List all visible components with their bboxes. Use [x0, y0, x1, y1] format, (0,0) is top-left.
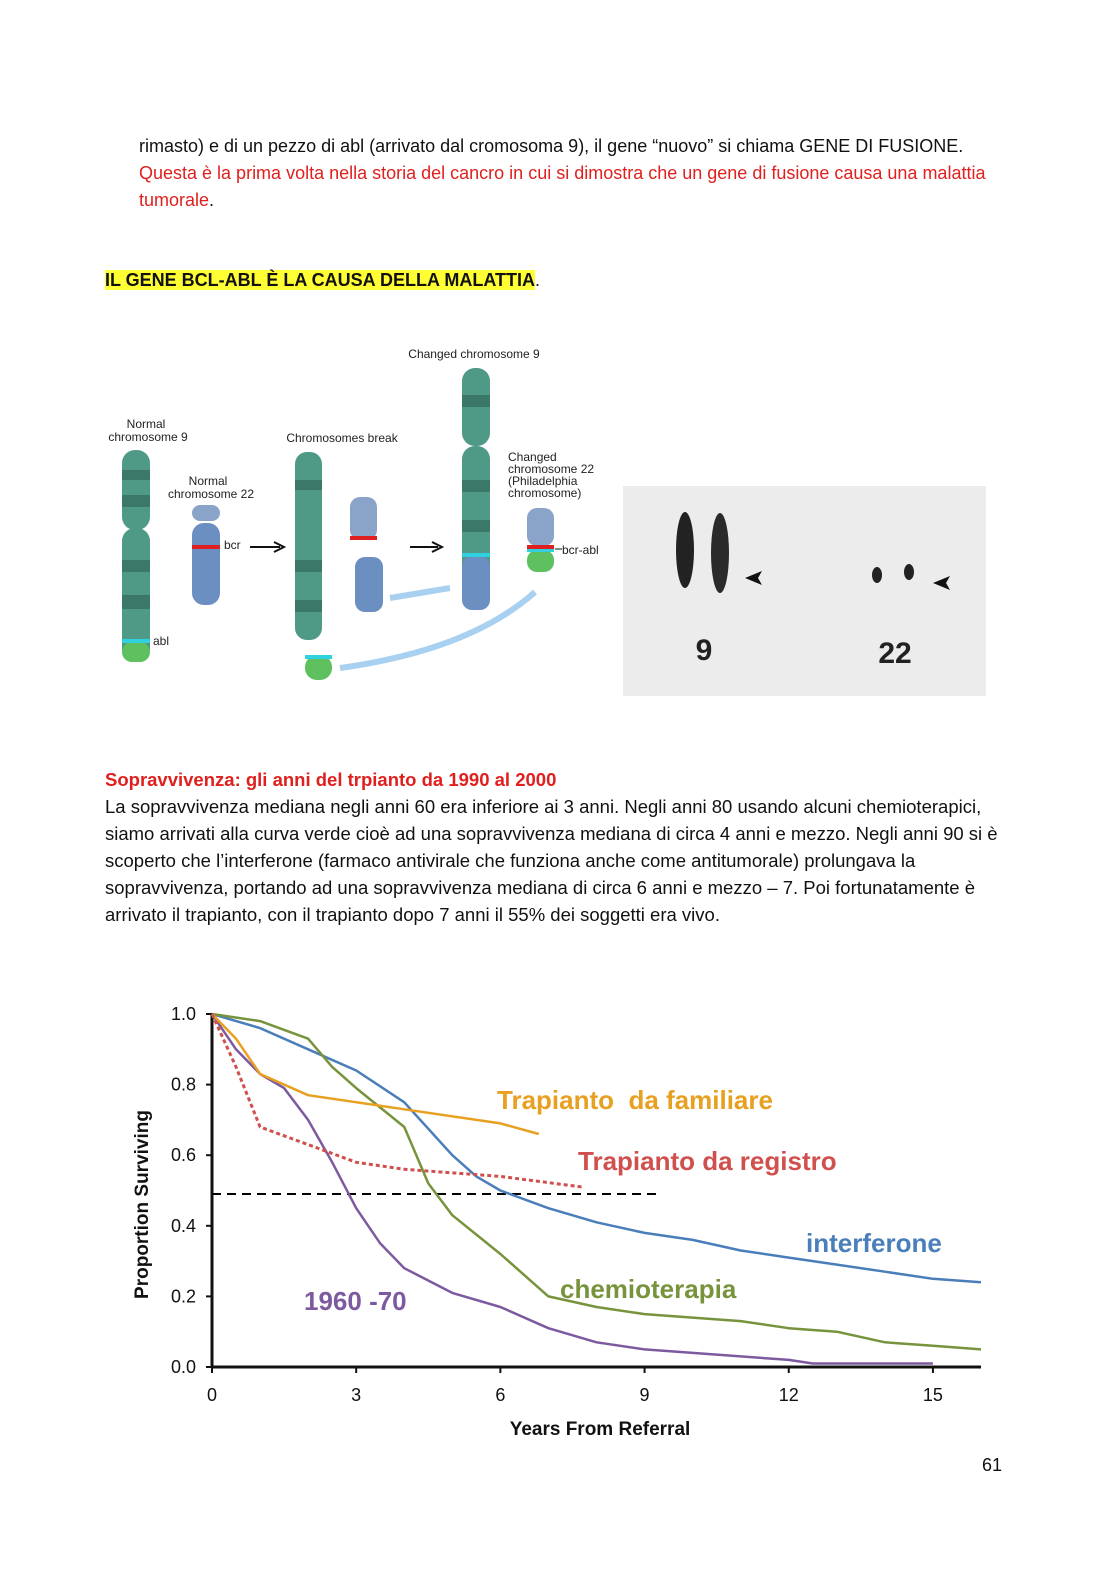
x-tick-label: 0 [207, 1385, 217, 1405]
arrow [250, 541, 287, 553]
x-tick-label: 9 [640, 1385, 650, 1405]
section: Sopravvivenza: gli anni del trpianto da … [105, 766, 1010, 928]
heading: IL GENE BCL-ABL È LA CAUSA DELLA MALATTI… [105, 267, 540, 294]
band [462, 520, 490, 532]
chromosome [122, 450, 150, 530]
band [305, 655, 332, 659]
figure: Normal chromosome 9 Normal chromosome 22… [108, 347, 986, 696]
intro-end: . [209, 190, 215, 210]
figure-label: chromosome 9 [108, 430, 188, 444]
chromosome [305, 655, 332, 680]
band [295, 560, 322, 572]
y-tick-label: 1.0 [171, 1004, 196, 1024]
band [462, 395, 490, 407]
chromosome [355, 557, 383, 612]
chromatid [711, 513, 729, 593]
arrow [410, 541, 445, 553]
band [122, 495, 150, 507]
series-label: Trapianto da familiare [497, 1085, 773, 1115]
band [122, 642, 150, 662]
series-label: chemioterapia [560, 1274, 737, 1304]
band [122, 595, 150, 609]
series-line [210, 1013, 583, 1189]
figure-label: bcr [224, 538, 241, 552]
page-number: 61 [982, 1455, 1003, 1475]
figure-label: Normal [189, 474, 228, 488]
chromosome [192, 523, 220, 605]
band [122, 470, 150, 480]
figure-label: 9 [696, 634, 713, 667]
band [295, 480, 322, 490]
x-tick-label: 15 [923, 1385, 943, 1405]
figure-label: 22 [878, 637, 911, 670]
chart: 0.0 0.2 0.4 0.6 0.8 1.0 0 3 6 9 12 15 Years From Ref… [132, 1004, 982, 1440]
band [462, 553, 490, 557]
figure-label: abl [153, 634, 169, 648]
band [527, 545, 554, 549]
y-tick-label: 0.8 [171, 1075, 196, 1095]
intro-highlight: Questa è la prima volta nella storia del… [139, 163, 986, 210]
figure-label: Changed [508, 450, 557, 464]
chromatid [904, 564, 914, 580]
section-text: La sopravvivenza mediana negli anni 60 e… [105, 796, 998, 925]
intro-text: rimasto) e di un pezzo di abl (arrivato … [139, 136, 964, 156]
series-line [211, 1013, 540, 1136]
series-line [211, 1012, 982, 1351]
figure-label: Changed chromosome 9 [408, 347, 540, 361]
series-label: Trapianto da registro [578, 1146, 837, 1176]
micrograph [623, 486, 986, 696]
figure-label: chromosome 22 [168, 487, 254, 501]
band [122, 639, 150, 643]
arrowhead [745, 571, 762, 585]
figure-label: Normal [127, 417, 166, 431]
y-axis-label: Proportion Surviving [132, 1110, 153, 1299]
figure-label: bcr-abl [562, 543, 599, 557]
arrow [339, 589, 537, 671]
series-label: interferone [806, 1228, 942, 1258]
series-line [211, 1012, 982, 1284]
arrow [389, 585, 451, 601]
band [122, 560, 150, 572]
y-tick-label: 0.0 [171, 1357, 196, 1377]
band [295, 600, 322, 612]
figure-label: chromosome) [508, 486, 581, 500]
chromosome [295, 452, 322, 640]
chromosome [350, 497, 377, 540]
y-tick-label: 0.6 [171, 1145, 196, 1165]
x-tick-label: 6 [495, 1385, 505, 1405]
series-line [210, 1013, 933, 1365]
band [192, 545, 220, 549]
chromosome [527, 550, 554, 572]
x-tick-label: 12 [779, 1385, 799, 1405]
chromosome [527, 508, 554, 546]
figure-label: (Philadelphia [508, 474, 578, 488]
chromatid [872, 567, 882, 583]
band [462, 556, 490, 610]
intro: rimasto) e di un pezzo di abl (arrivato … [139, 133, 989, 214]
chromosome [192, 505, 220, 521]
section-title: Sopravvivenza: gli anni del trpianto da … [105, 769, 557, 790]
y-tick-label: 0.4 [171, 1216, 196, 1236]
figure-label: Chromosomes break [286, 431, 398, 445]
chromatid [676, 512, 694, 588]
series-label: 1960 -70 [304, 1286, 407, 1316]
heading-end: . [534, 270, 540, 290]
figure-label: chromosome 22 [508, 462, 594, 476]
band [462, 480, 490, 492]
heading-text: IL GENE BCL-ABL È LA CAUSA DELLA MALATTI… [105, 270, 535, 290]
x-tick-label: 3 [351, 1385, 361, 1405]
arrowhead [933, 576, 950, 590]
band [350, 536, 377, 540]
x-axis-label: Years From Referral [510, 1419, 691, 1440]
y-tick-label: 0.2 [171, 1286, 196, 1306]
band [527, 549, 554, 552]
